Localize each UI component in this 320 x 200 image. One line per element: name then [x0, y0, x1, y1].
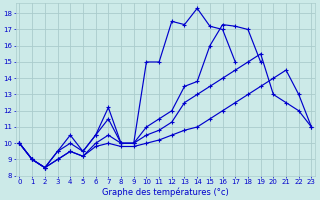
X-axis label: Graphe des températures (°c): Graphe des températures (°c) — [102, 187, 229, 197]
